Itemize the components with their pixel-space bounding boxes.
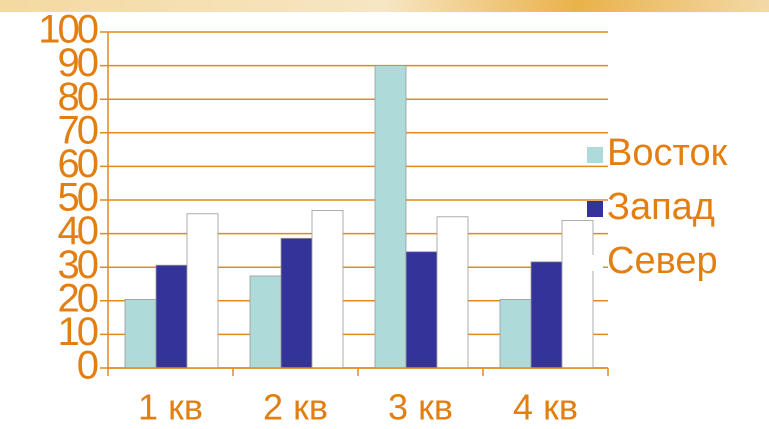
legend-swatch — [587, 147, 603, 163]
y-tick-label: 50 — [58, 176, 98, 220]
legend-label: Восток — [607, 132, 728, 174]
x-tick-label: 4 кв — [513, 387, 578, 428]
bar — [561, 220, 594, 369]
y-tick-label: 90 — [58, 41, 98, 85]
bar — [186, 213, 219, 369]
x-tick-label: 2 кв — [263, 387, 328, 428]
bar — [436, 216, 469, 369]
legend-swatch — [587, 201, 603, 217]
bar — [155, 264, 188, 369]
y-tick-label: 70 — [58, 108, 98, 152]
y-tick-label: 30 — [58, 243, 98, 287]
bar — [124, 299, 157, 369]
bar — [499, 299, 532, 369]
x-tick-label: 3 кв — [388, 387, 453, 428]
background-strip — [0, 0, 769, 12]
bar — [249, 275, 282, 369]
y-tick-label: 20 — [58, 276, 98, 320]
bar — [530, 261, 563, 369]
bar — [280, 237, 313, 369]
y-tick-label: 10 — [58, 310, 98, 354]
legend-swatch — [587, 255, 603, 271]
x-tick-label: 1 кв — [138, 387, 203, 428]
bar — [311, 210, 344, 369]
y-tick-label: 80 — [58, 75, 98, 119]
bar — [405, 251, 438, 369]
bar — [374, 65, 407, 369]
legend-label: Север — [607, 240, 718, 282]
y-tick-label: 100 — [38, 8, 97, 52]
legend-label: Запад — [607, 186, 715, 228]
y-tick-label: 40 — [58, 209, 98, 253]
y-tick-label: 60 — [58, 142, 98, 186]
